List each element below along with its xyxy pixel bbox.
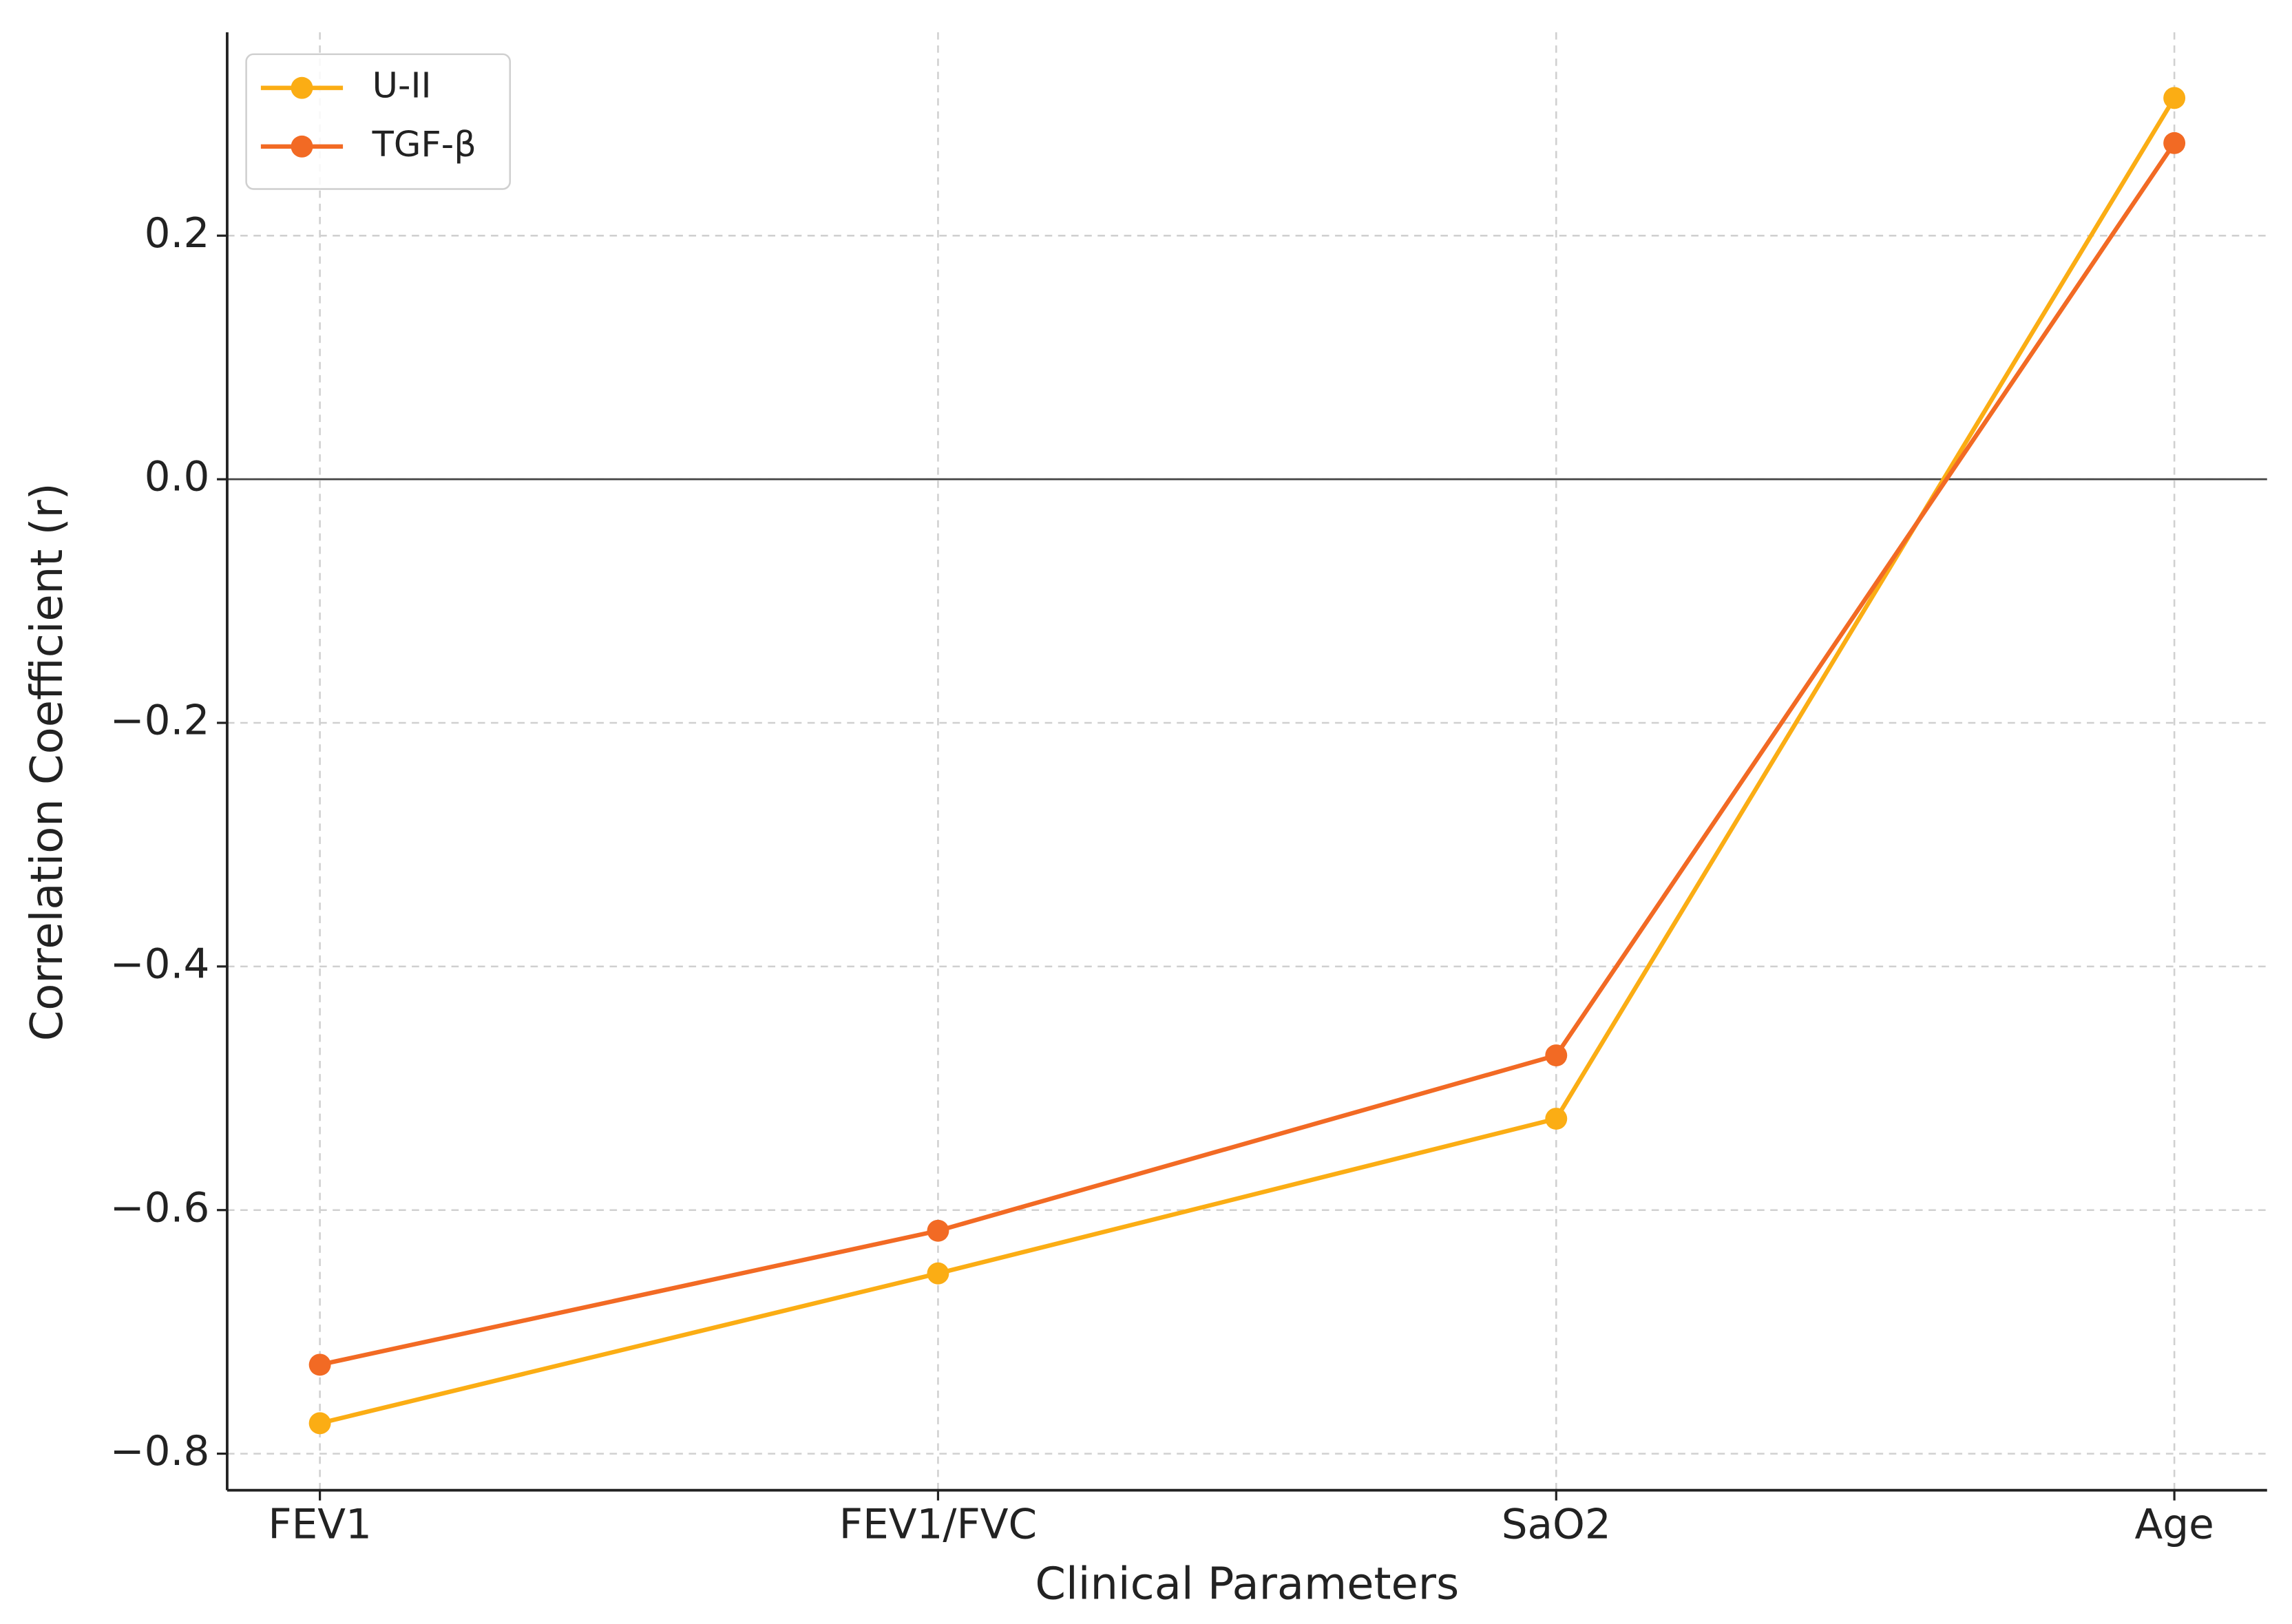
- y-tick-label: 0.2: [145, 210, 210, 257]
- marker: [1545, 1044, 1568, 1066]
- legend-label: U-II: [372, 66, 432, 107]
- marker: [1545, 1108, 1568, 1130]
- marker: [2163, 131, 2186, 154]
- legend-label: TGF-β: [372, 125, 476, 165]
- marker: [927, 1219, 949, 1242]
- line: [319, 96, 2176, 1426]
- line: [319, 142, 2176, 1367]
- x-tick-label: Age: [2134, 1501, 2214, 1548]
- marker: [308, 1412, 331, 1435]
- marker: [927, 1262, 949, 1285]
- y-tick-label: −0.8: [110, 1428, 210, 1475]
- legend-marker: [291, 135, 313, 158]
- y-tick-label: 0.0: [145, 454, 210, 501]
- x-axis-label: Clinical Parameters: [1035, 1559, 1459, 1610]
- marker: [308, 1353, 331, 1376]
- legend-marker: [291, 76, 313, 99]
- y-axis-label: Correlation Coefficient (r): [22, 483, 73, 1041]
- y-tick-label: −0.6: [110, 1184, 210, 1232]
- marker: [2163, 87, 2186, 109]
- x-tick-label: FEV1/FVC: [839, 1501, 1037, 1548]
- y-tick-label: −0.4: [110, 940, 210, 988]
- x-tick-label: FEV1: [268, 1501, 372, 1548]
- x-tick-label: SaO2: [1502, 1501, 1611, 1548]
- y-tick-label: −0.2: [110, 697, 210, 745]
